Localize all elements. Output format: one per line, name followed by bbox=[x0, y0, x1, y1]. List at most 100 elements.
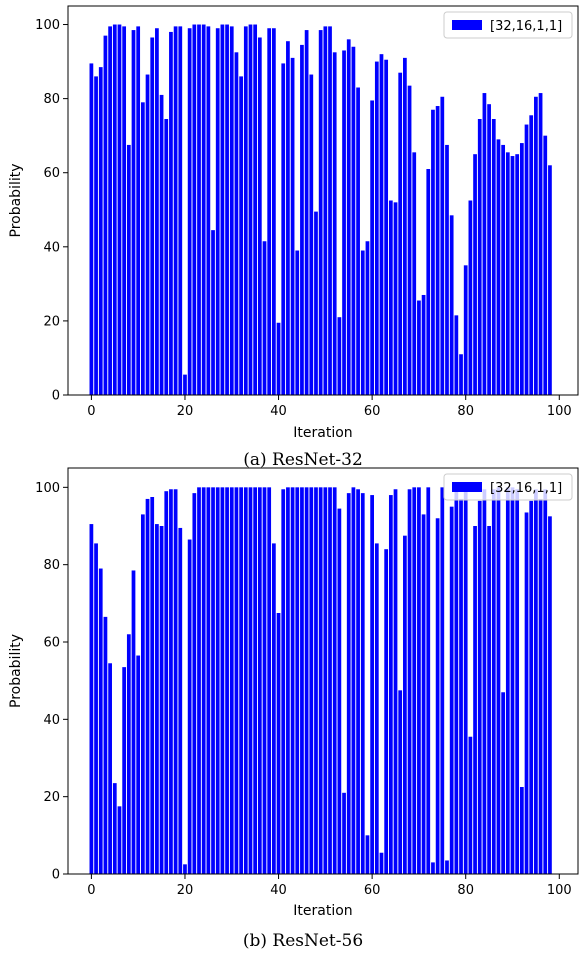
bar bbox=[477, 119, 482, 395]
bar bbox=[201, 487, 206, 874]
bar bbox=[445, 860, 449, 874]
bar bbox=[262, 487, 267, 874]
bar bbox=[197, 487, 201, 874]
bar bbox=[136, 26, 141, 395]
bar bbox=[398, 690, 403, 874]
bar bbox=[360, 250, 365, 395]
x-tick-label: 60 bbox=[364, 404, 381, 419]
bar bbox=[543, 489, 548, 874]
bar bbox=[136, 655, 141, 874]
bar bbox=[257, 37, 262, 396]
x-axis-ticks: 0 20 40 60 80 100 bbox=[87, 874, 572, 898]
bar bbox=[126, 144, 131, 395]
x-axis-label: Iteration bbox=[293, 903, 352, 919]
bar bbox=[164, 491, 169, 874]
chart-resnet-56: 0 20 40 60 80 100 0 20 40 60 80 100 [32,16,1,1] It… bbox=[8, 467, 579, 951]
bar bbox=[215, 28, 220, 395]
bar bbox=[262, 241, 267, 395]
y-tick-label: 80 bbox=[43, 558, 60, 573]
bar bbox=[239, 487, 243, 874]
bar bbox=[173, 26, 178, 395]
y-tick-label: 60 bbox=[43, 636, 60, 651]
legend: [32,16,1,1] bbox=[443, 473, 573, 501]
bar bbox=[370, 100, 374, 395]
y-tick-label: 60 bbox=[43, 166, 60, 181]
bar bbox=[384, 59, 389, 395]
bar bbox=[477, 500, 482, 874]
bar bbox=[360, 493, 365, 874]
bar bbox=[519, 143, 524, 395]
y-axis-ticks: 0 20 40 60 80 100 bbox=[35, 18, 68, 404]
bar bbox=[117, 24, 122, 396]
bar bbox=[178, 26, 183, 395]
bar bbox=[328, 487, 332, 874]
plot-frame bbox=[67, 5, 579, 396]
bar bbox=[239, 76, 243, 395]
bar bbox=[98, 67, 103, 395]
bar bbox=[94, 543, 98, 874]
bar bbox=[548, 165, 552, 395]
bar bbox=[295, 250, 300, 395]
bar bbox=[463, 489, 468, 874]
bar bbox=[374, 543, 379, 874]
bar bbox=[286, 487, 290, 874]
bar bbox=[164, 119, 169, 395]
bar bbox=[112, 783, 117, 874]
x-tick-label: 100 bbox=[547, 883, 572, 898]
bar bbox=[365, 835, 370, 874]
bar bbox=[342, 792, 346, 874]
bar bbox=[421, 294, 426, 395]
bar bbox=[169, 31, 173, 396]
bar bbox=[272, 543, 276, 874]
x-tick-label: 0 bbox=[87, 883, 95, 898]
bar bbox=[435, 518, 440, 874]
bar bbox=[468, 200, 473, 395]
bar bbox=[459, 354, 463, 395]
bar bbox=[332, 487, 337, 874]
legend-box bbox=[443, 473, 573, 501]
bar bbox=[431, 862, 435, 874]
legend-label: [32,16,1,1] bbox=[490, 481, 562, 496]
bar bbox=[534, 96, 538, 396]
bar bbox=[220, 24, 225, 396]
bar bbox=[501, 692, 506, 874]
bar bbox=[290, 487, 295, 874]
bar bbox=[445, 144, 449, 395]
legend-label: [32,16,1,1] bbox=[490, 19, 562, 34]
x-tick-label: 80 bbox=[457, 883, 474, 898]
bar bbox=[426, 169, 431, 395]
bar bbox=[304, 487, 309, 874]
bar bbox=[491, 489, 496, 874]
bars-group bbox=[89, 487, 552, 874]
bar bbox=[449, 506, 454, 874]
bar bbox=[365, 241, 370, 395]
bar bbox=[524, 124, 529, 396]
y-axis-label: Probability bbox=[8, 163, 24, 237]
bar bbox=[388, 495, 393, 874]
bar bbox=[524, 512, 529, 874]
bar bbox=[379, 852, 384, 874]
x-tick-label: 20 bbox=[177, 883, 194, 898]
bar bbox=[482, 93, 487, 395]
bar bbox=[510, 156, 515, 395]
y-tick-label: 20 bbox=[43, 314, 60, 329]
bar bbox=[187, 539, 192, 874]
bar bbox=[388, 200, 393, 395]
bar bbox=[309, 487, 314, 874]
bars-group bbox=[89, 24, 552, 396]
bar bbox=[145, 498, 150, 874]
figure-caption: (b) ResNet-56 bbox=[243, 931, 363, 951]
bar bbox=[253, 487, 258, 874]
bar bbox=[435, 106, 440, 395]
bar bbox=[131, 30, 136, 396]
bar bbox=[431, 109, 435, 395]
bar bbox=[393, 489, 398, 874]
bar bbox=[295, 487, 300, 874]
bar bbox=[374, 61, 379, 395]
bar bbox=[440, 487, 445, 874]
bar bbox=[496, 487, 501, 874]
bar bbox=[421, 514, 426, 874]
bar bbox=[248, 24, 253, 396]
bar bbox=[496, 139, 501, 395]
bar bbox=[346, 39, 351, 396]
